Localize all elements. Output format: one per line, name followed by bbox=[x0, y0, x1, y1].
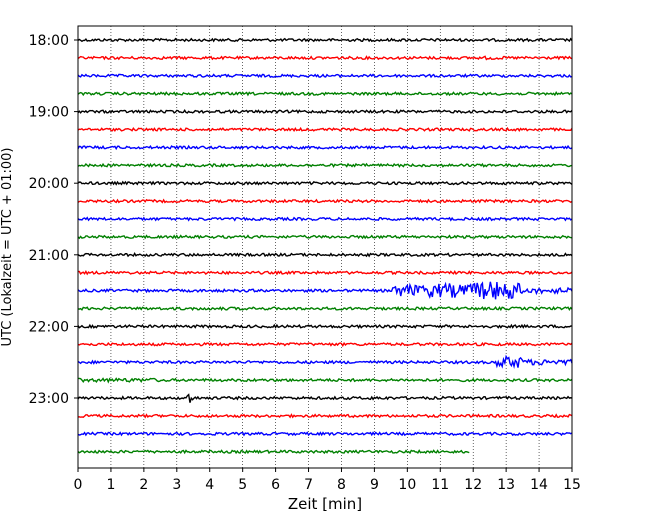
trace-2130 bbox=[77, 281, 573, 300]
y-tick-label-0: 18:00 bbox=[29, 33, 69, 49]
x-tick-label-15: 15 bbox=[563, 477, 581, 493]
x-tick-label-8: 8 bbox=[337, 477, 346, 493]
trace-2345 bbox=[77, 449, 470, 455]
x-axis-label: Zeit [min] bbox=[288, 495, 362, 513]
traces bbox=[77, 37, 573, 455]
plot-area bbox=[78, 26, 572, 468]
y-tick-label-4: 22:00 bbox=[29, 319, 69, 335]
x-tick-label-9: 9 bbox=[370, 477, 379, 493]
x-tick-label-5: 5 bbox=[238, 477, 247, 493]
x-tick-label-4: 4 bbox=[205, 477, 214, 493]
trace-2230 bbox=[77, 354, 573, 369]
trace-2015 bbox=[77, 198, 573, 204]
x-tick-label-11: 11 bbox=[431, 477, 449, 493]
x-tick-label-3: 3 bbox=[172, 477, 181, 493]
y-tick-label-2: 20:00 bbox=[29, 176, 69, 192]
y-tick-label-5: 23:00 bbox=[29, 391, 69, 407]
y-tick-label-1: 19:00 bbox=[29, 105, 69, 121]
trace-2215 bbox=[77, 341, 573, 348]
y-axis-label: UTC (Lokalzeit = UTC + 01:00) bbox=[0, 148, 15, 347]
x-tick-label-14: 14 bbox=[530, 477, 548, 493]
trace-2315 bbox=[77, 413, 573, 419]
trace-2145 bbox=[77, 305, 573, 312]
trace-2115 bbox=[77, 269, 573, 276]
trace-1845 bbox=[77, 91, 573, 97]
x-tick-label-12: 12 bbox=[464, 477, 482, 493]
trace-2330 bbox=[77, 431, 573, 437]
x-tick-label-0: 0 bbox=[74, 477, 83, 493]
x-axis-ticks: 0 1 2 3 4 5 6 7 8 9 10 11 12 13 14 15 bbox=[74, 468, 581, 493]
trace-1915 bbox=[77, 126, 573, 133]
y-axis-ticks: 18:00 19:00 20:00 21:00 22:00 23:00 bbox=[29, 33, 78, 407]
trace-2245 bbox=[77, 377, 573, 384]
trace-2045 bbox=[77, 234, 573, 240]
trace-1900 bbox=[77, 109, 573, 114]
trace-2200 bbox=[77, 323, 573, 330]
trace-2030 bbox=[77, 216, 573, 222]
x-tick-label-10: 10 bbox=[398, 477, 416, 493]
trace-1830 bbox=[77, 73, 573, 79]
trace-1815 bbox=[77, 55, 573, 61]
x-tick-label-2: 2 bbox=[139, 477, 148, 493]
trace-1800 bbox=[77, 37, 573, 43]
trace-2300 bbox=[77, 393, 573, 403]
x-tick-label-7: 7 bbox=[304, 477, 313, 493]
trace-2000 bbox=[77, 180, 573, 186]
trace-2100 bbox=[77, 252, 573, 258]
plot-frame bbox=[77, 25, 573, 469]
y-tick-label-3: 21:00 bbox=[29, 248, 69, 264]
x-tick-label-13: 13 bbox=[497, 477, 515, 493]
trace-1930 bbox=[77, 144, 573, 151]
x-tick-label-1: 1 bbox=[106, 477, 115, 493]
trace-1945 bbox=[77, 162, 573, 168]
x-tick-label-6: 6 bbox=[271, 477, 280, 493]
